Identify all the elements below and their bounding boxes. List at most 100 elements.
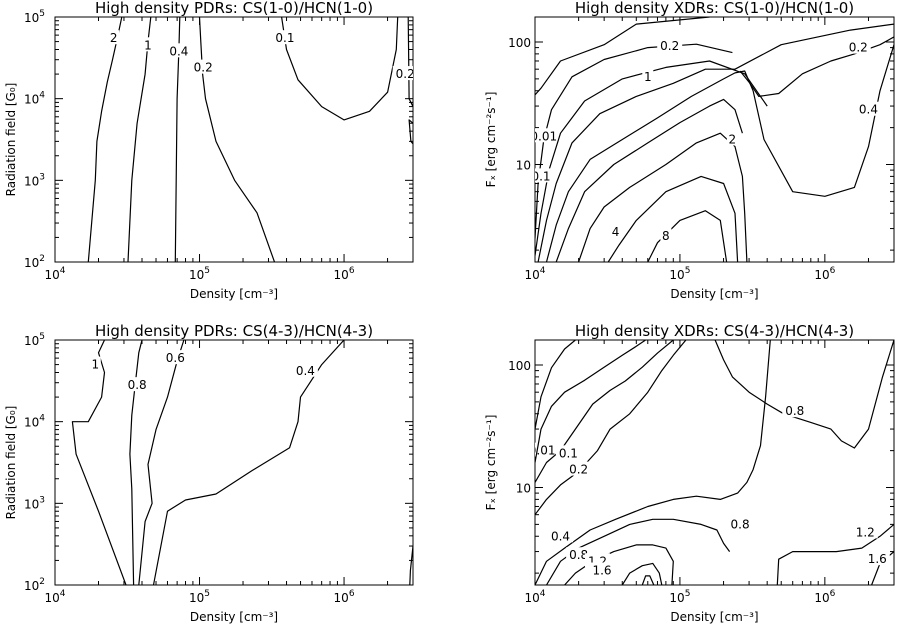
- contour-label-bg: [535, 168, 554, 183]
- contour-label-bg: [852, 524, 878, 539]
- contour-line-0_01: [535, 340, 576, 430]
- contour-label: 0.6: [166, 351, 185, 365]
- chart-title: High density XDRs: CS(4-3)/HCN(4-3): [575, 322, 854, 340]
- x-tick-label: 104: [44, 589, 65, 605]
- contour-label: 0.4: [859, 103, 878, 117]
- x-axis-label: Density [cm⁻³]: [670, 287, 758, 301]
- contour-label-bg: [292, 362, 318, 377]
- contour-label: 0.8: [128, 378, 147, 392]
- contour-label-bg: [108, 30, 120, 45]
- y-tick-label: 100: [508, 36, 531, 50]
- contour-line-0_2: [739, 36, 894, 98]
- y-tick-label: 100: [508, 359, 531, 373]
- contour-label-bg: [535, 128, 560, 143]
- y-tick-label: 104: [24, 91, 45, 107]
- contour-label: 0.2: [849, 41, 868, 55]
- contour-label-bg: [657, 37, 683, 52]
- contour-label-bg: [535, 442, 559, 457]
- y-tick-label: 103: [24, 172, 45, 188]
- contour-label-bg: [392, 66, 413, 81]
- contour-label-bg: [124, 377, 150, 392]
- contour-label-bg: [589, 562, 615, 577]
- contour-label-bg: [782, 403, 808, 418]
- y-axis-label: Fₓ [erg cm⁻²s⁻¹]: [484, 92, 498, 188]
- x-tick-label: 106: [814, 266, 835, 282]
- contour-line-0_01: [535, 17, 710, 96]
- x-tick-label: 105: [189, 589, 210, 605]
- x-tick-label: 104: [524, 589, 545, 605]
- contour-label-bg: [642, 68, 654, 83]
- contour-label-bg: [566, 461, 592, 476]
- contour-label: 0.4: [551, 529, 570, 543]
- contour-label: 0.8: [785, 404, 804, 418]
- contour-line-0_2: [408, 119, 413, 145]
- contour-line-0_2: [537, 23, 894, 262]
- contour-label-bg: [566, 547, 592, 562]
- contour-label: 4: [612, 225, 620, 239]
- contour-label: 1.6: [592, 564, 611, 578]
- plot-frame: [534, 16, 895, 263]
- contour-label-bg: [864, 551, 890, 566]
- contour-line-1: [555, 98, 743, 262]
- chart-panel-3: High density PDRs: CS(4-3)/HCN(4-3) Densi…: [4, 322, 414, 624]
- contour-line-0_4: [152, 340, 345, 585]
- contour-label: 0.2: [194, 61, 213, 75]
- contour-label-bg: [845, 39, 871, 54]
- contour-line-8: [647, 210, 728, 262]
- contour-line-0_4: [174, 17, 181, 262]
- contour-line-0_8: [564, 544, 674, 585]
- contour-line-1_2: [621, 562, 663, 585]
- contour-label: 0.2: [396, 67, 415, 81]
- y-tick-label: 105: [24, 9, 45, 25]
- contour-label-bg: [610, 224, 622, 239]
- contour-label-bg: [855, 101, 881, 116]
- x-tick-label: 106: [334, 589, 355, 605]
- contour-line-0_1: [535, 340, 674, 483]
- contour-label: 8: [662, 229, 670, 243]
- y-tick-label: 104: [24, 414, 45, 430]
- contour-label: 0.1: [559, 446, 578, 460]
- contour-label: 2: [110, 31, 118, 45]
- y-tick-label: 105: [24, 332, 45, 348]
- y-axis-label: Radiation field [G₀]: [4, 83, 18, 197]
- contour-line-0_6: [138, 340, 185, 585]
- contour-label-bg: [548, 528, 574, 543]
- x-tick-label: 104: [44, 266, 65, 282]
- x-axis-label: Density [cm⁻³]: [190, 610, 278, 624]
- x-axis-label: Density [cm⁻³]: [190, 287, 278, 301]
- contour-label: 0.4: [169, 44, 188, 58]
- contour-label-bg: [89, 356, 101, 371]
- contour-label-bg: [272, 30, 298, 45]
- chart-panel-2: High density XDRs: CS(1-0)/HCN(1-0) Densi…: [484, 0, 895, 301]
- contour-label: 2: [729, 133, 737, 147]
- contour-line-1: [127, 17, 152, 262]
- contour-line-0_2: [198, 17, 276, 262]
- chart-title: High density XDRs: CS(1-0)/HCN(1-0): [575, 0, 854, 17]
- contour-line-1: [71, 340, 127, 585]
- x-tick-label: 104: [524, 266, 545, 282]
- contour-line-2: [87, 17, 123, 262]
- contour-label: 0.1: [275, 31, 294, 45]
- x-tick-label: 105: [669, 266, 690, 282]
- contour-label: 1: [644, 70, 652, 84]
- contour-label-bg: [726, 131, 738, 146]
- y-tick-label: 10: [516, 159, 531, 173]
- contour-line-0_01: [535, 43, 733, 239]
- contour-line-0_1: [535, 60, 768, 256]
- chart-panel-4: High density XDRs: CS(4-3)/HCN(4-3) Densi…: [484, 322, 895, 624]
- contour-line-0_01: [535, 340, 646, 463]
- contour-line-0_8: [129, 340, 143, 585]
- contour-line-0_2: [535, 340, 687, 516]
- chart-title: High density PDRs: CS(4-3)/HCN(4-3): [95, 322, 373, 340]
- y-tick-label: 102: [24, 577, 45, 593]
- y-tick-label: 10: [516, 482, 531, 496]
- contour-line-1_6: [641, 575, 655, 585]
- contour-label: 0.01: [529, 444, 556, 458]
- contour-line-0_2: [407, 17, 413, 107]
- contour-line-0_8: [535, 340, 771, 585]
- x-tick-label: 106: [334, 266, 355, 282]
- chart-title: High density PDRs: CS(1-0)/HCN(1-0): [95, 0, 373, 17]
- x-tick-label: 105: [189, 266, 210, 282]
- contour-label: 0.2: [569, 463, 588, 477]
